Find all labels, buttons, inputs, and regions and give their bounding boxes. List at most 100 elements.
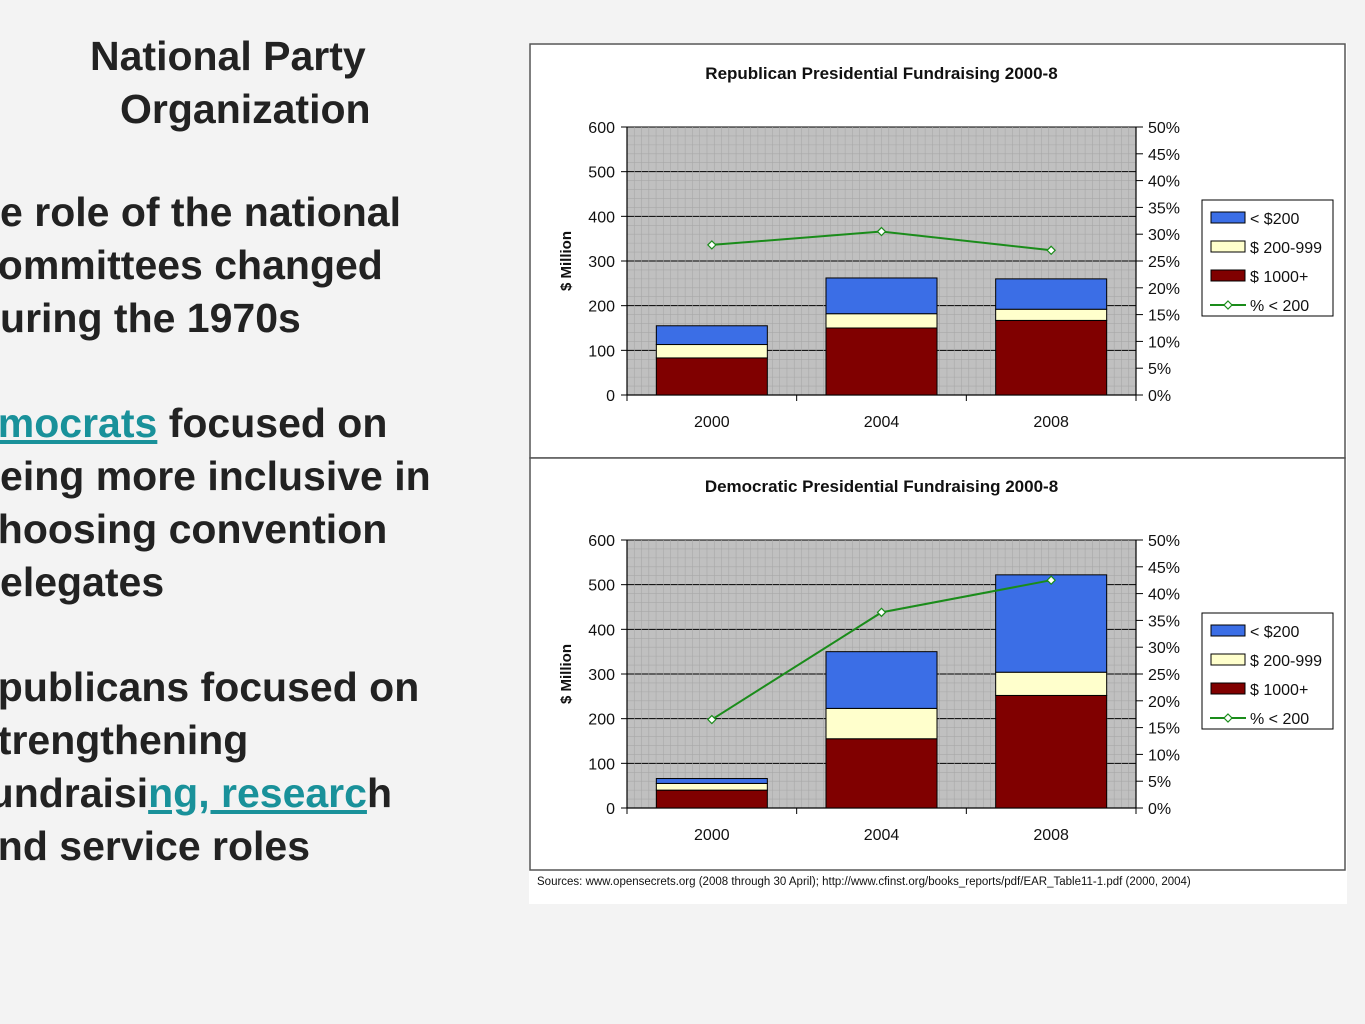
charts-figure: Republican Presidential Fundraising 2000… <box>529 43 1346 888</box>
y-tick-label: 200 <box>588 299 615 316</box>
y2-tick-label: 30% <box>1148 640 1180 657</box>
legend-swatch <box>1210 269 1246 282</box>
bullet-text: being more inclusive in <box>0 453 431 499</box>
y2-tick-label: 45% <box>1148 560 1180 577</box>
legend-label: < $200 <box>1250 211 1299 228</box>
chart-0: Republican Presidential Fundraising 2000… <box>558 64 1334 431</box>
y-tick-label: 300 <box>588 254 615 271</box>
y2-tick-label: 0% <box>1148 388 1171 405</box>
bar-mid <box>655 782 768 791</box>
bar-under200 <box>825 651 938 709</box>
legend-label: % < 200 <box>1250 298 1309 315</box>
legend-label: $ 1000+ <box>1250 269 1308 286</box>
x-tick-label: 2004 <box>864 827 900 844</box>
y-tick-label: 600 <box>588 533 615 550</box>
y-tick-label: 100 <box>588 343 615 360</box>
y2-tick-label: 10% <box>1148 747 1180 764</box>
bullet-line: during the 1970s <box>0 292 515 345</box>
y2-tick-label: 25% <box>1148 667 1180 684</box>
bullet-text: choosing convention <box>0 506 388 552</box>
legend-label: $ 200-999 <box>1250 653 1322 670</box>
bullet-text: epublicans focused on <box>0 664 420 710</box>
bullet-line: strengthening <box>0 714 515 767</box>
bullet-text: and service roles <box>0 823 311 869</box>
y2-tick-label: 10% <box>1148 334 1180 351</box>
x-tick-label: 2000 <box>694 827 730 844</box>
y-axis-label: $ Million <box>558 644 575 704</box>
y-tick-label: 200 <box>588 712 615 729</box>
y-tick-label: 300 <box>588 667 615 684</box>
bar-under200 <box>825 277 938 315</box>
legend-swatch <box>1210 653 1246 666</box>
bar-mid <box>825 313 938 329</box>
line-point <box>876 607 887 618</box>
bullet-line: he role of the national <box>0 186 515 239</box>
y2-tick-label: 5% <box>1148 774 1171 791</box>
y2-tick-label: 45% <box>1148 147 1180 164</box>
y2-tick-label: 40% <box>1148 587 1180 604</box>
x-tick-label: 2008 <box>1033 414 1069 431</box>
y2-tick-label: 35% <box>1148 613 1180 630</box>
chart-panel: Republican Presidential Fundraising 2000… <box>529 43 1347 904</box>
bullet-text: during the 1970s <box>0 295 301 341</box>
x-tick-label: 2004 <box>864 414 900 431</box>
slide-title-line1: National Party <box>90 33 366 79</box>
bar-mid <box>825 707 938 740</box>
hyperlink[interactable]: emocrats <box>0 400 158 446</box>
x-tick-label: 2008 <box>1033 827 1069 844</box>
bullet-text: strengthening <box>0 717 249 763</box>
chart-1: Democratic Presidential Fundraising 2000… <box>558 477 1334 844</box>
legend-label: $ 1000+ <box>1250 682 1308 699</box>
bar-under200 <box>655 325 768 346</box>
bar-over1000 <box>995 319 1108 396</box>
y-tick-label: 400 <box>588 209 615 226</box>
chart-title: Democratic Presidential Fundraising 2000… <box>705 477 1058 496</box>
y2-tick-label: 35% <box>1148 200 1180 217</box>
bullet-line: delegates <box>0 556 515 609</box>
y2-tick-label: 50% <box>1148 120 1180 137</box>
line-point <box>706 714 717 725</box>
bar-over1000 <box>655 789 768 809</box>
bullet-line: emocrats focused on <box>0 397 515 450</box>
bullet-line: choosing convention <box>0 503 515 556</box>
bar-under200 <box>995 574 1108 673</box>
legend-swatch <box>1210 682 1246 695</box>
legend-label: < $200 <box>1250 624 1299 641</box>
legend-swatch <box>1210 624 1246 637</box>
legend-swatch <box>1210 240 1246 253</box>
chart-title: Republican Presidential Fundraising 2000… <box>705 64 1057 83</box>
hyperlink[interactable]: ng, researc <box>148 770 367 816</box>
line-point <box>706 240 717 250</box>
legend-label: $ 200-999 <box>1250 240 1322 257</box>
y-tick-label: 500 <box>588 578 615 595</box>
y-tick-label: 400 <box>588 622 615 639</box>
y2-tick-label: 40% <box>1148 174 1180 191</box>
line-point <box>1046 245 1057 256</box>
bar-mid <box>995 671 1108 696</box>
legend-marker <box>1223 713 1233 723</box>
line-point <box>876 226 887 237</box>
y2-tick-label: 15% <box>1148 308 1180 325</box>
sources-text: Sources: www.opensecrets.org (2008 throu… <box>537 876 1191 888</box>
y2-tick-label: 0% <box>1148 801 1171 818</box>
bullet-line: being more inclusive in <box>0 450 515 503</box>
bullet-text: h <box>366 770 392 816</box>
legend-marker <box>1223 300 1233 310</box>
line-point <box>1046 575 1057 586</box>
bar-mid <box>655 344 768 359</box>
bullet-republicans: epublicans focused onstrengtheningfundra… <box>0 661 515 873</box>
slide-text: National Party Organization he role of t… <box>0 0 520 1024</box>
y-axis-label: $ Million <box>558 231 575 291</box>
slide-title: National Party Organization <box>90 30 410 136</box>
slide-title-line2: Organization <box>120 86 371 132</box>
y2-tick-label: 30% <box>1148 227 1180 244</box>
bar-over1000 <box>825 327 938 396</box>
bullet-line: epublicans focused on <box>0 661 515 714</box>
x-tick-label: 2000 <box>694 414 730 431</box>
bar-over1000 <box>655 357 768 396</box>
y2-tick-label: 5% <box>1148 361 1171 378</box>
bullet-line: committees changed <box>0 239 515 292</box>
bar-mid <box>995 308 1108 321</box>
y2-tick-label: 50% <box>1148 533 1180 550</box>
